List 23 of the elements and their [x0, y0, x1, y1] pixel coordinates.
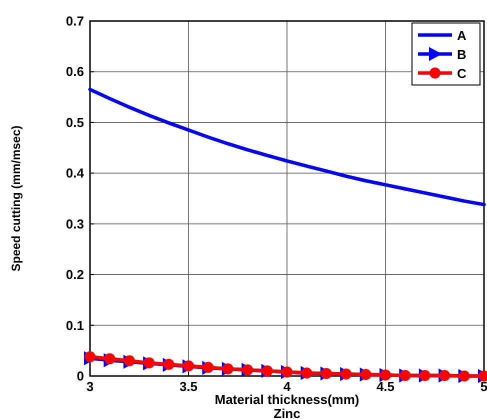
y-tick-label: 0 — [76, 368, 84, 384]
y-tick-label: 0.3 — [66, 216, 84, 232]
y-tick-label: 0.7 — [66, 14, 84, 28]
text: Zinc — [274, 406, 300, 419]
legend-label: B — [457, 47, 466, 62]
line-series — [88, 88, 486, 206]
legend-label: C — [457, 66, 467, 81]
x-tick-label: 4.5 — [376, 379, 395, 394]
y-tick-label: 0.4 — [66, 166, 85, 181]
y-tick-label: 0.1 — [66, 318, 84, 333]
x-tick-label: 3.5 — [179, 379, 198, 394]
x-axis-title: Material thickness(mm) — [214, 392, 360, 407]
x-tick-label: 4 — [283, 379, 292, 394]
y-axis-title: Speed cutting (mm/msec) — [9, 125, 23, 272]
point — [84, 351, 96, 362]
legend-label: A — [457, 28, 467, 43]
y-tick-label: 0.2 — [66, 267, 84, 282]
x-tick-label: 3 — [86, 379, 94, 394]
x-tick-label: 5 — [480, 379, 487, 394]
point — [124, 355, 135, 366]
point — [104, 353, 116, 364]
y-tick-label: 0.5 — [66, 114, 84, 130]
y-tick-label: 0.6 — [66, 64, 84, 80]
